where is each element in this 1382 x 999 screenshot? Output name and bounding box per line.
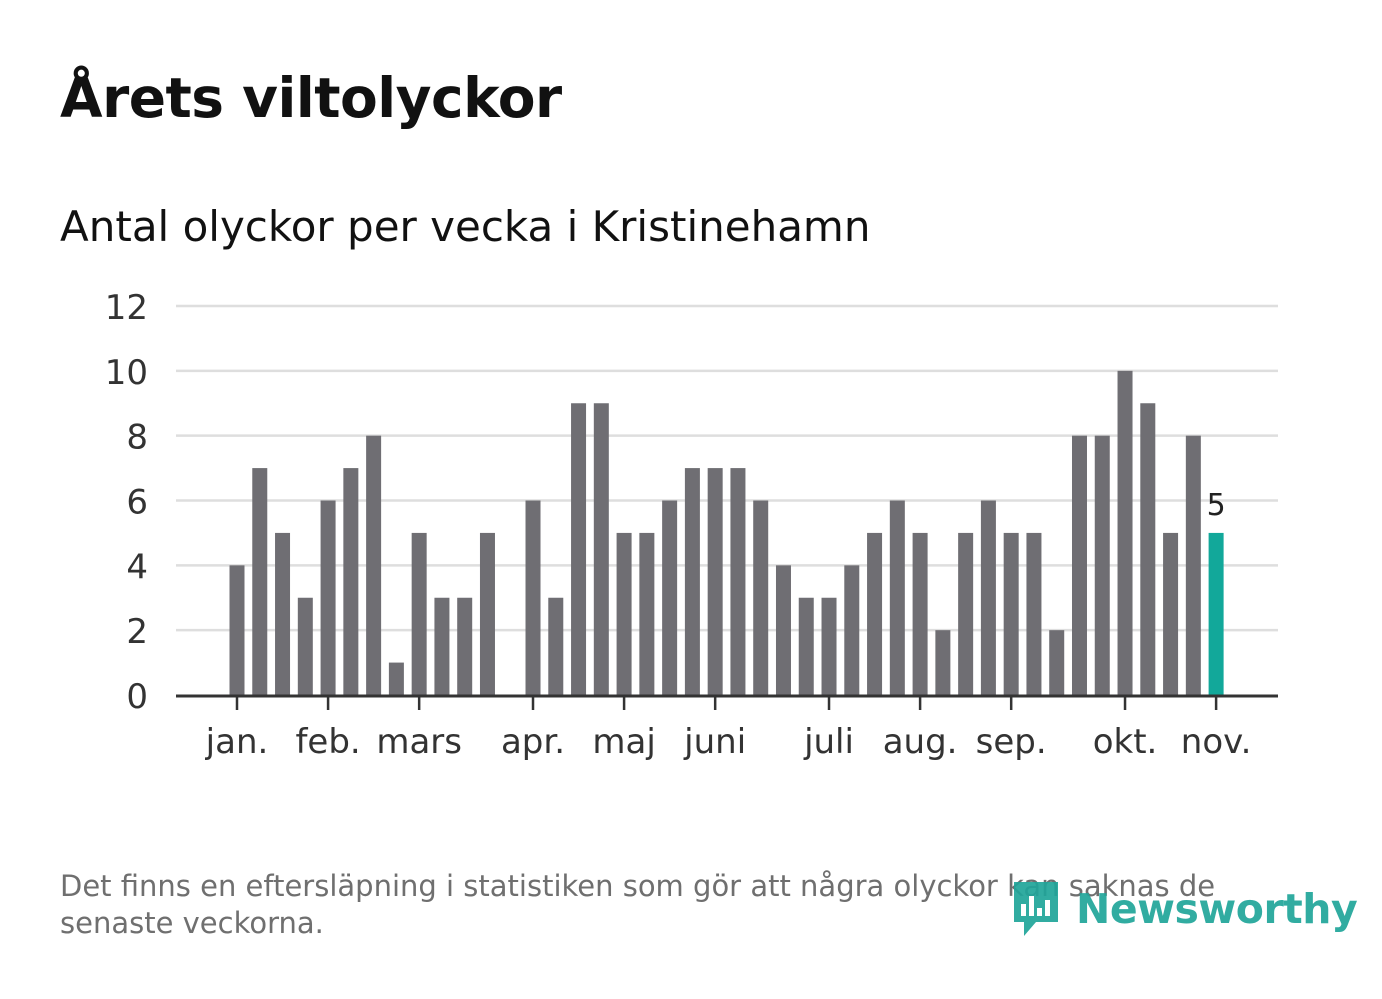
bar — [980, 500, 996, 695]
bar-chart: 0 2 4 6 8 10 12 5 jan. feb. mars apr. maj juni juli aug… — [105, 288, 1278, 762]
bar — [229, 565, 245, 695]
y-tick-label: 2 — [126, 612, 148, 652]
bar — [1094, 435, 1110, 695]
bar — [1003, 532, 1019, 695]
bar — [571, 403, 587, 695]
newsworthy-chart-bubble-icon — [1014, 882, 1058, 936]
bar-highlight — [1208, 532, 1224, 695]
bar — [639, 532, 655, 695]
bar — [252, 468, 268, 695]
y-tick-label: 0 — [126, 677, 148, 717]
x-tick-label: jan. — [205, 722, 269, 762]
bar — [1049, 630, 1065, 695]
bar — [912, 532, 928, 695]
bar — [297, 597, 313, 695]
bar — [889, 500, 905, 695]
bar — [275, 532, 291, 695]
x-tick-label: juni — [683, 722, 746, 762]
bar — [958, 532, 974, 695]
x-tick-label: nov. — [1181, 722, 1252, 762]
bar — [479, 532, 495, 695]
bar — [684, 468, 700, 695]
bar — [343, 468, 359, 695]
bar — [320, 500, 336, 695]
bar — [457, 597, 473, 695]
bar — [411, 532, 427, 695]
chart-subtitle: Antal olyckor per vecka i Kristinehamn — [60, 202, 871, 251]
bar — [935, 630, 951, 695]
logo-text: Newsworthy — [1076, 885, 1358, 933]
bar — [1185, 435, 1201, 695]
bar — [775, 565, 791, 695]
bar — [730, 468, 746, 695]
x-tick-label: feb. — [295, 722, 360, 762]
chart-title: Årets viltolyckor — [60, 66, 562, 130]
bar — [867, 532, 883, 695]
x-tick-label: mars — [376, 722, 462, 762]
x-tick-label: apr. — [501, 722, 565, 762]
bar — [753, 500, 769, 695]
bar — [1026, 532, 1042, 695]
x-tick-label: juli — [803, 722, 854, 762]
bar — [1163, 532, 1179, 695]
y-tick-label: 10 — [105, 353, 148, 393]
bar — [844, 565, 860, 695]
y-tick-label: 12 — [105, 288, 148, 328]
x-tick-label: okt. — [1093, 722, 1158, 762]
x-tick-label: sep. — [976, 722, 1047, 762]
bar — [525, 500, 541, 695]
bar — [662, 500, 678, 695]
bar — [1140, 403, 1156, 695]
bar — [616, 532, 632, 695]
x-tick-label: maj — [592, 722, 655, 762]
bar — [1117, 370, 1133, 695]
bar — [821, 597, 837, 695]
y-tick-label: 4 — [126, 547, 148, 587]
bar — [707, 468, 723, 695]
bar — [388, 662, 404, 695]
bar — [798, 597, 814, 695]
bar — [366, 435, 382, 695]
bar — [1071, 435, 1087, 695]
y-tick-label: 8 — [126, 418, 148, 458]
bar — [593, 403, 609, 695]
data-label: 5 — [1207, 488, 1226, 523]
y-tick-label: 6 — [126, 483, 148, 523]
newsworthy-logo: Newsworthy — [1010, 878, 1358, 940]
bar — [434, 597, 450, 695]
x-tick-label: aug. — [883, 722, 958, 762]
bar — [548, 597, 564, 695]
